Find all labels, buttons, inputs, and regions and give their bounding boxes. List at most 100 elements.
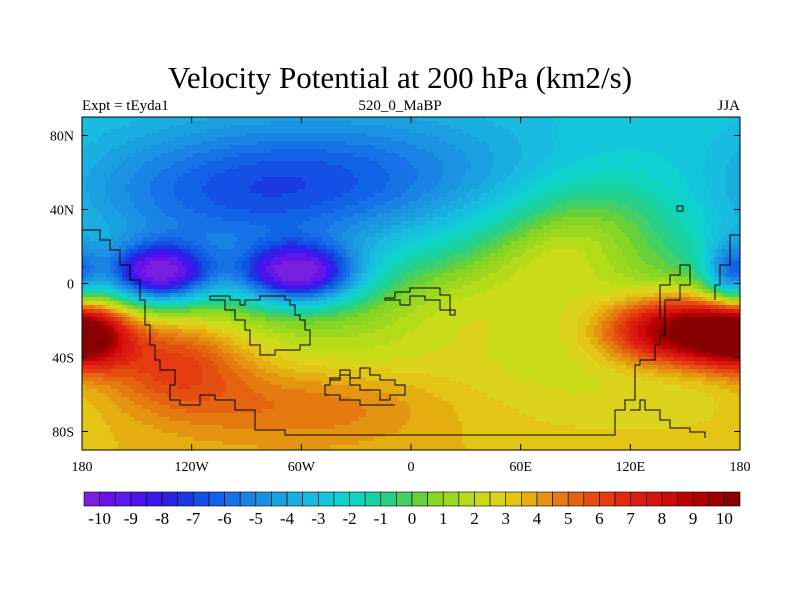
field-cell — [382, 217, 387, 222]
field-cell — [122, 225, 127, 230]
field-cell — [658, 117, 663, 122]
field-cell — [554, 193, 559, 198]
field-cell — [738, 177, 740, 182]
field-cell — [142, 129, 147, 134]
field-cell — [150, 197, 155, 202]
field-cell — [506, 129, 511, 134]
field-cell — [470, 173, 475, 178]
field-cell — [602, 197, 607, 202]
field-cell — [210, 169, 215, 174]
field-cell — [726, 205, 731, 210]
field-cell — [466, 173, 471, 178]
field-cell — [286, 233, 291, 238]
field-cell — [674, 169, 679, 174]
field-cell — [154, 153, 159, 158]
field-cell — [386, 125, 391, 130]
field-cell — [626, 173, 631, 178]
field-cell — [270, 185, 275, 190]
field-cell — [250, 193, 255, 198]
field-cell — [114, 153, 119, 158]
field-cell — [626, 181, 631, 186]
field-cell — [546, 213, 551, 218]
field-cell — [454, 141, 459, 146]
field-cell — [670, 141, 675, 146]
field-cell — [446, 205, 451, 210]
field-cell — [622, 201, 627, 206]
field-cell — [546, 177, 551, 182]
field-cell — [454, 205, 459, 210]
field-cell — [574, 213, 579, 218]
field-cell — [410, 129, 415, 134]
field-cell — [654, 177, 659, 182]
field-cell — [326, 117, 331, 122]
field-cell — [90, 221, 95, 226]
field-cell — [518, 209, 523, 214]
field-cell — [266, 217, 271, 222]
field-cell — [118, 189, 123, 194]
field-cell — [402, 161, 407, 166]
field-cell — [698, 173, 703, 178]
field-cell — [478, 233, 483, 238]
field-cell — [494, 205, 499, 210]
field-cell — [218, 237, 223, 242]
field-cell — [322, 181, 327, 186]
field-cell — [722, 133, 727, 138]
field-cell — [634, 213, 639, 218]
field-cell — [446, 173, 451, 178]
field-cell — [610, 169, 615, 174]
field-cell — [462, 233, 467, 238]
field-cell — [366, 129, 371, 134]
field-cell — [730, 137, 735, 142]
field-cell — [666, 141, 671, 146]
field-cell — [526, 209, 531, 214]
field-cell — [382, 177, 387, 182]
field-cell — [510, 201, 515, 206]
field-cell — [682, 161, 687, 166]
field-cell — [114, 217, 119, 222]
field-cell — [698, 161, 703, 166]
field-cell — [262, 201, 267, 206]
field-cell — [718, 177, 723, 182]
field-cell — [454, 137, 459, 142]
field-cell — [662, 233, 667, 238]
field-cell — [378, 117, 383, 122]
field-cell — [562, 125, 567, 130]
field-cell — [126, 221, 131, 226]
field-cell — [622, 117, 627, 122]
field-cell — [542, 177, 547, 182]
field-cell — [230, 177, 235, 182]
field-cell — [130, 185, 135, 190]
field-cell — [366, 177, 371, 182]
field-cell — [386, 157, 391, 162]
field-cell — [486, 217, 491, 222]
field-cell — [238, 153, 243, 158]
field-cell — [206, 173, 211, 178]
field-cell — [194, 125, 199, 130]
field-cell — [422, 133, 427, 138]
field-cell — [510, 137, 515, 142]
field-cell — [686, 205, 691, 210]
field-cell — [162, 229, 167, 234]
field-cell — [438, 209, 443, 214]
field-cell — [266, 209, 271, 214]
field-cell — [298, 161, 303, 166]
field-cell — [362, 229, 367, 234]
field-cell — [482, 181, 487, 186]
field-cell — [194, 137, 199, 142]
field-cell — [614, 225, 619, 230]
field-cell — [422, 173, 427, 178]
field-cell — [602, 125, 607, 130]
field-cell — [334, 201, 339, 206]
field-cell — [346, 213, 351, 218]
field-cell — [586, 197, 591, 202]
field-cell — [678, 229, 683, 234]
field-cell — [670, 213, 675, 218]
field-cell — [258, 165, 263, 170]
field-cell — [666, 117, 671, 122]
field-cell — [494, 153, 499, 158]
field-cell — [186, 217, 191, 222]
field-cell — [506, 217, 511, 222]
field-cell — [550, 137, 555, 142]
field-cell — [730, 145, 735, 150]
field-cell — [302, 121, 307, 126]
